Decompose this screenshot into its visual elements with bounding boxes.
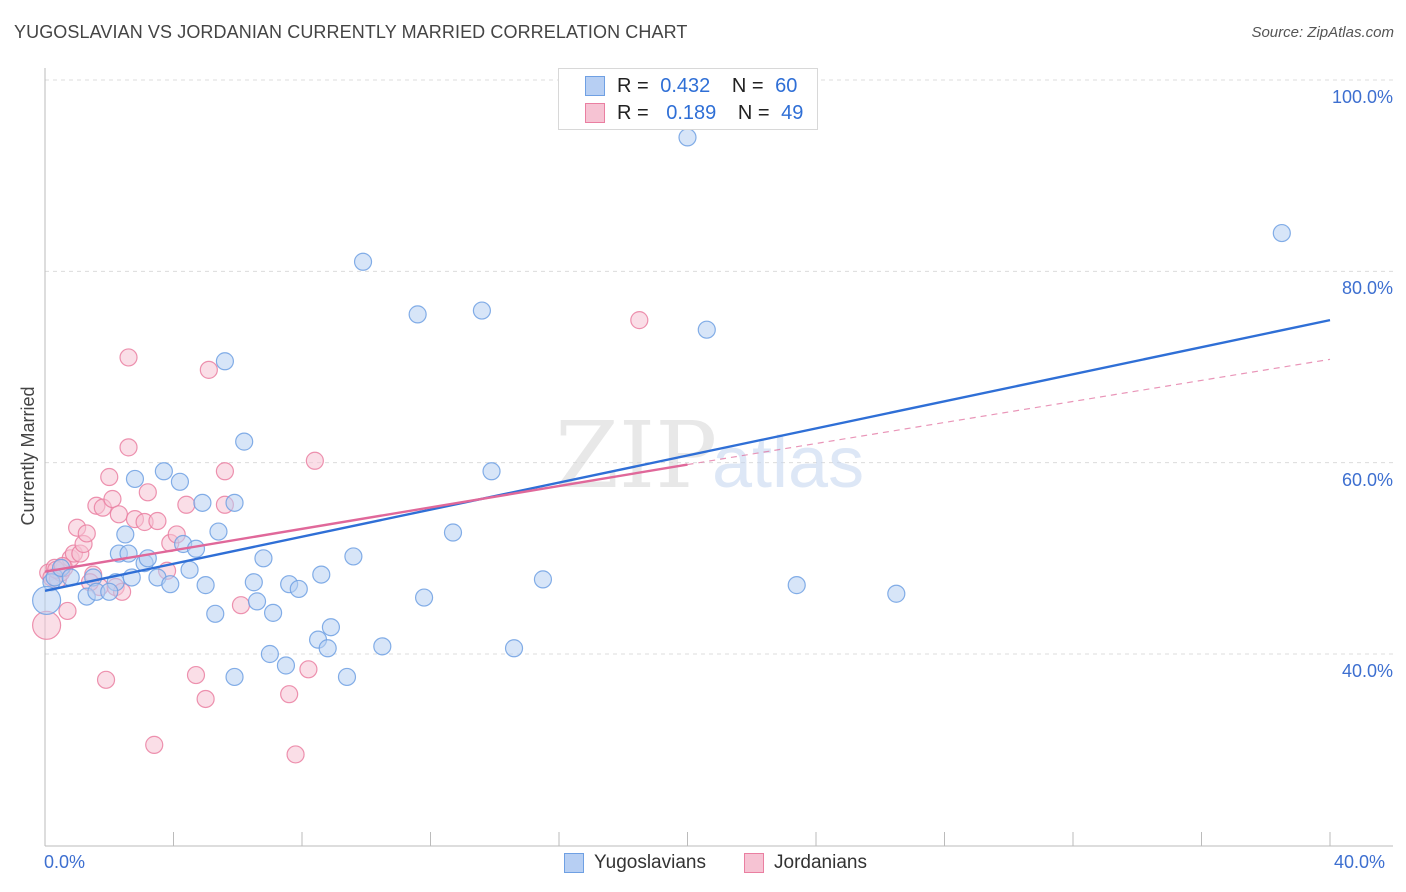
yugoslavian-point [504,639,524,658]
legend-swatch-blue [585,76,605,96]
yugoslavian-point [206,604,225,623]
yugoslavian-point [318,639,337,658]
y-tick-label: 60.0% [1341,469,1393,490]
legend-swatch-jordanians [744,853,764,873]
jordanian-point [286,745,305,764]
yugoslavian-point [414,588,434,607]
legend-label-yugoslavians: Yugoslavians [594,852,706,873]
yugoslavian-point [887,584,906,603]
yugoslavian-point [215,352,234,371]
yugoslavian-point [353,252,373,271]
yugoslavian-point [100,582,119,601]
jordanian-point [100,467,119,487]
yugoslavian-point [193,493,212,512]
jordanian-point [186,665,206,685]
yugoslavian-point [247,592,267,611]
yugoslavian-point [170,472,190,491]
legend-stats-jordanians: R = 0.189 N = 49 [617,101,804,124]
yugoslavian-point [196,576,215,595]
jordanian-point [58,601,77,621]
yugoslavian-point [697,320,716,339]
yugoslavian-point [32,585,62,616]
yugoslavian-point [116,525,135,544]
yugoslavian-point [225,667,244,687]
y-tick-label: 100.0% [1331,87,1393,107]
yugoslavian-point [263,603,283,622]
yugoslavian-point [225,493,244,512]
y-axis-title: Currently Married [18,386,38,525]
legend-stats-yugoslavians: R = 0.432 N = 60 [617,74,798,97]
yugoslavian-trend-line [44,318,1331,593]
jordanian-point [196,689,215,709]
y-tick-label: 80.0% [1341,278,1393,299]
jordanian-point [109,505,128,524]
jordanian-point [119,348,138,367]
legend-item-jordanians: Jordanians [744,852,867,874]
jordanian-point [280,685,299,704]
yugoslavian-point [180,560,199,579]
legend-item-yugoslavians: Yugoslavians [564,852,706,874]
legend-swatch-yugoslavians [564,853,584,873]
chart-title: YUGOSLAVIAN VS JORDANIAN CURRENTLY MARRI… [14,22,688,42]
legend-swatch-pink [585,103,605,123]
legend-label-jordanians: Jordanians [774,852,867,873]
yugoslavian-point [125,469,145,489]
correlation-legend: R = 0.432 N = 60 R = 0.189 N = 49 [558,68,818,130]
yugoslavian-point [482,462,501,481]
jordanian-point [96,670,116,689]
jordanian-trend-line [44,463,688,573]
x-tick-label-max: 40.0% [1334,852,1386,872]
jordanian-point [630,311,649,330]
jordanian-point [148,511,167,531]
yugoslavian-point [161,575,180,594]
yugoslavian-point [276,656,296,675]
yugoslavian-point [533,570,553,589]
yugoslavian-point [209,522,228,541]
jordanian-point [77,524,96,543]
jordanian-point [215,462,234,481]
yugoslavian-point [289,579,308,599]
yugoslavian-point [373,637,392,656]
yugoslavian-point [1272,223,1291,243]
jordanian-point [32,610,62,640]
yugoslavian-point [244,573,263,592]
yugoslavian-point [260,644,279,664]
jordanian-point [199,360,218,379]
yugoslavian-point [312,565,331,584]
y-tick-label: 40.0% [1341,661,1393,681]
jordanian-trend-extension [687,358,1331,466]
yugoslavian-point [154,462,173,481]
jordanian-point [145,735,164,754]
yugoslavian-point [337,667,357,687]
x-tick-label-min: 0.0% [44,852,86,872]
axes [44,68,1393,847]
yugoslavian-point [408,305,427,324]
jordanian-point [305,451,324,470]
yugoslavian-point [344,547,363,566]
source-label: Source: ZipAtlas.com [1251,24,1394,41]
jordanian-point [119,438,138,457]
jordanian-point [103,489,122,509]
trend-lines [44,318,1331,593]
yugoslavian-point [235,432,254,451]
yugoslavian-point [186,539,206,558]
yugoslavian-point [321,618,341,637]
yugoslavian-point [472,301,491,320]
yugoslavian-point [678,128,697,147]
watermark-atlas: atlas [712,423,864,503]
grid-lines [45,79,1393,655]
jordanian-point [177,495,196,514]
yugoslavian-point [443,523,463,542]
jordanian-point [138,483,157,502]
yugoslavian-point [787,576,806,595]
jordanian-point [299,660,318,679]
jordanian-point [231,596,251,615]
yugoslavian-point [254,549,273,568]
